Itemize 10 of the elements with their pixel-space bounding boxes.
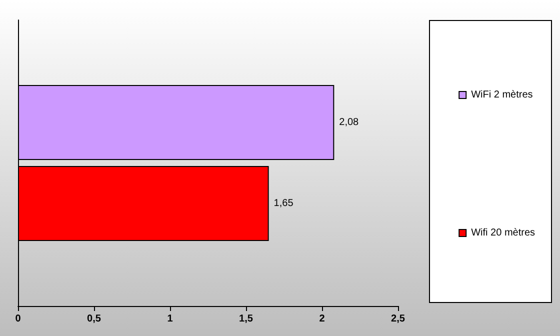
data-label: 2,08 <box>339 117 360 128</box>
x-tick-label: 1,5 <box>239 314 254 324</box>
x-tick-label: 0 <box>15 314 22 324</box>
x-tick-label: 2,5 <box>391 314 406 324</box>
data-label: 1,65 <box>274 198 294 209</box>
x-tick-label: 1 <box>167 314 174 324</box>
legend-label: WiFi 2 mètres <box>471 90 533 100</box>
legend-label: Wifi 20 mètres <box>471 228 536 238</box>
x-tick-label: 2 <box>319 314 326 324</box>
x-tick-label: 0,5 <box>87 314 102 324</box>
